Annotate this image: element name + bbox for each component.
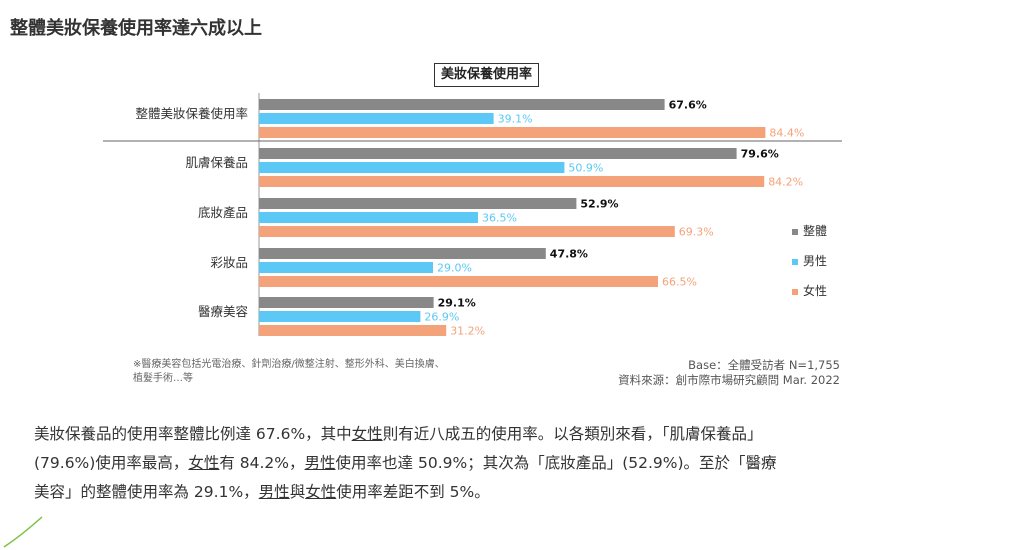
footnote-line-1: ※醫療美容包括光電治療、針劑治療/微整注射、整形外科、美白換膚、 <box>133 359 445 370</box>
data-label: 47.8% <box>550 248 588 261</box>
decorative-leaf-line <box>3 516 43 548</box>
underlined-text: 女性 <box>351 425 383 443</box>
bar-chart: 整體美妝保養使用率 67.6% 39.1% 84.4% 肌膚保養品 79.6% 50.9% 8… <box>103 93 842 338</box>
data-label: 79.6% <box>741 148 779 161</box>
data-label: 50.9% <box>568 162 603 175</box>
text-segment: 則有近八成五的使用率。以各類別來看，「肌膚保養品」 <box>382 425 763 443</box>
bar-整體 <box>259 99 665 110</box>
data-label: 69.3% <box>679 226 714 239</box>
bar-女性 <box>259 325 447 336</box>
bar-整體 <box>259 297 434 308</box>
bar-男性 <box>259 311 421 322</box>
data-label: 67.6% <box>669 99 707 112</box>
underlined-text: 女性 <box>305 483 337 501</box>
legend-swatch <box>792 289 798 295</box>
legend-label: 男性 <box>803 254 827 268</box>
legend-label: 女性 <box>803 283 827 298</box>
data-label: 84.4% <box>769 127 804 140</box>
underlined-text: 男性 <box>258 483 290 501</box>
data-label: 39.1% <box>498 113 533 126</box>
text-segment: 使用率差距不到 5%。 <box>336 483 490 501</box>
underlined-text: 男性 <box>304 454 336 472</box>
data-label: 52.9% <box>580 198 618 211</box>
bar-女性 <box>259 176 765 187</box>
footnote-line-2: 植髮手術…等 <box>133 373 193 384</box>
category-label: 整體美妝保養使用率 <box>135 106 248 121</box>
data-label: 66.5% <box>662 276 697 289</box>
bar-女性 <box>259 276 658 287</box>
bar-男性 <box>259 113 494 124</box>
data-label: 29.0% <box>437 262 472 275</box>
category-label: 底妝產品 <box>198 205 248 220</box>
bar-整體 <box>259 198 577 209</box>
data-label: 26.9% <box>424 311 459 324</box>
page-title: 整體美妝保養使用率達六成以上 <box>10 18 262 39</box>
bar-整體 <box>259 248 546 259</box>
text-segment: (79.6%)使用率最高， <box>34 454 189 472</box>
text-segment: 美妝保養品的使用率整體比例達 67.6%，其中 <box>34 425 352 443</box>
bar-男性 <box>259 262 433 273</box>
underlined-text: 女性 <box>188 454 220 472</box>
legend-label: 整體 <box>803 223 827 238</box>
source-line: 資料來源：創市際市場研究顧問 Mar. 2022 <box>618 373 840 387</box>
data-label: 36.5% <box>482 212 517 225</box>
bar-女性 <box>259 226 675 237</box>
data-label: 31.2% <box>450 325 485 338</box>
legend-swatch <box>792 259 798 265</box>
footnote: ※醫療美容包括光電治療、針劑治療/微整注射、整形外科、美白換膚、 植髮手術…等 <box>133 358 445 386</box>
text-segment: 美容」的整體使用率為 29.1%， <box>34 483 259 501</box>
chart-title: 美妝保養使用率 <box>434 63 540 87</box>
text-segment: 有 84.2%， <box>219 454 305 472</box>
bar-女性 <box>259 127 766 138</box>
data-label: 29.1% <box>438 297 476 310</box>
summary-paragraph: 美妝保養品的使用率整體比例達 67.6%，其中女性則有近八成五的使用率。以各類別… <box>34 420 1019 507</box>
text-segment: 使用率也達 50.9%；其次為「底妝產品」(52.9%)。至於「醫療 <box>335 454 777 472</box>
bar-男性 <box>259 212 478 223</box>
category-label: 彩妝品 <box>210 255 248 270</box>
base-note: Base：全體受訪者 N=1,755 <box>688 358 840 372</box>
data-label: 84.2% <box>768 176 803 189</box>
category-label: 肌膚保養品 <box>185 155 248 170</box>
text-segment: 與 <box>289 483 306 501</box>
category-label: 醫療美容 <box>198 304 248 319</box>
chart-area: 整體美妝保養使用率 67.6% 39.1% 84.4% 肌膚保養品 79.6% 50.9% 8… <box>103 63 842 388</box>
legend-swatch <box>792 229 798 235</box>
bar-整體 <box>259 148 737 159</box>
source-note: Base：全體受訪者 N=1,755 資料來源：創市際市場研究顧問 Mar. 2… <box>618 358 840 388</box>
bar-男性 <box>259 162 565 173</box>
